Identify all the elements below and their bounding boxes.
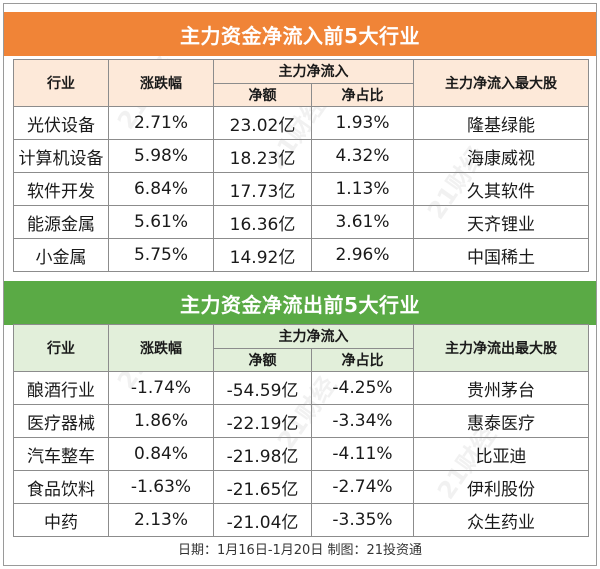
table-row: 食品饮料 -1.63% -21.65亿 -2.74% 伊利股份 (13, 470, 589, 504)
cell-top-stock: 众生药业 (413, 503, 589, 537)
cell-change: 0.84% (108, 437, 214, 471)
header-group: 主力净流入 (213, 324, 414, 349)
cell-top-stock: 海康威视 (413, 139, 589, 173)
table-row: 中药 2.13% -21.04亿 -3.35% 众生药业 (13, 503, 589, 537)
cell-industry: 光伏设备 (13, 106, 109, 140)
cell-change: -1.74% (108, 371, 214, 405)
table-row: 光伏设备 2.71% 23.02亿 1.93% 隆基绿能 (13, 106, 589, 140)
cell-change: 5.75% (108, 238, 214, 272)
cell-top-stock: 比亚迪 (413, 437, 589, 471)
header-top-stock: 主力净流出最大股 (413, 324, 589, 372)
infographic-frame: 21财经 21财经 21财经 21财经 21财经 21财经 主力资金净流入前5大… (3, 3, 597, 566)
cell-ratio: 4.32% (311, 139, 414, 173)
cell-industry: 计算机设备 (13, 139, 109, 173)
cell-change: 1.86% (108, 404, 214, 438)
cell-top-stock: 惠泰医疗 (413, 404, 589, 438)
header-row: 行业 涨跌幅 主力净流入 主力净流出最大股 (13, 324, 589, 372)
cell-ratio: 1.13% (311, 172, 414, 206)
header-top-stock: 主力净流入最大股 (413, 59, 589, 107)
table-row: 酿酒行业 -1.74% -54.59亿 -4.25% 贵州茅台 (13, 371, 589, 405)
cell-change: 6.84% (108, 172, 214, 206)
cell-change: 2.13% (108, 503, 214, 537)
cell-top-stock: 贵州茅台 (413, 371, 589, 405)
cell-amount: 17.73亿 (213, 172, 312, 206)
cell-industry: 小金属 (13, 238, 109, 272)
cell-top-stock: 中国稀土 (413, 238, 589, 272)
outflow-table: 行业 涨跌幅 主力净流入 主力净流出最大股 净额 净占比 酿酒行业 -1.74%… (13, 324, 589, 537)
table-row: 计算机设备 5.98% 18.23亿 4.32% 海康威视 (13, 139, 589, 173)
header-ratio: 净占比 (311, 82, 414, 107)
cell-ratio: -3.35% (311, 503, 414, 537)
cell-change: 5.98% (108, 139, 214, 173)
cell-amount: -21.65亿 (213, 470, 312, 504)
header-amount: 净额 (213, 347, 312, 372)
cell-amount: 23.02亿 (213, 106, 312, 140)
inflow-table: 行业 涨跌幅 主力净流入 主力净流入最大股 净额 净占比 光伏设备 2.71% … (13, 59, 589, 272)
cell-industry: 能源金属 (13, 205, 109, 239)
footer-note: 日期：1月16日-1月20日 制图：21投资通 (178, 542, 422, 558)
cell-ratio: 3.61% (311, 205, 414, 239)
cell-change: -1.63% (108, 470, 214, 504)
table-row: 小金属 5.75% 14.92亿 2.96% 中国稀土 (13, 238, 589, 272)
cell-industry: 软件开发 (13, 172, 109, 206)
cell-amount: -21.98亿 (213, 437, 312, 471)
header-change: 涨跌幅 (108, 59, 214, 107)
cell-change: 5.61% (108, 205, 214, 239)
cell-amount: -22.19亿 (213, 404, 312, 438)
cell-industry: 汽车整车 (13, 437, 109, 471)
cell-industry: 食品饮料 (13, 470, 109, 504)
cell-amount: -54.59亿 (213, 371, 312, 405)
cell-change: 2.71% (108, 106, 214, 140)
outflow-title: 主力资金净流出前5大行业 (4, 281, 596, 325)
cell-amount: 14.92亿 (213, 238, 312, 272)
table-row: 软件开发 6.84% 17.73亿 1.13% 久其软件 (13, 172, 589, 206)
cell-ratio: -4.25% (311, 371, 414, 405)
table-row: 医疗器械 1.86% -22.19亿 -3.34% 惠泰医疗 (13, 404, 589, 438)
cell-ratio: -2.74% (311, 470, 414, 504)
cell-industry: 中药 (13, 503, 109, 537)
cell-top-stock: 久其软件 (413, 172, 589, 206)
cell-industry: 酿酒行业 (13, 371, 109, 405)
cell-top-stock: 天齐锂业 (413, 205, 589, 239)
cell-amount: -21.04亿 (213, 503, 312, 537)
inflow-title: 主力资金净流入前5大行业 (4, 12, 596, 56)
header-row: 行业 涨跌幅 主力净流入 主力净流入最大股 (13, 59, 589, 107)
header-amount: 净额 (213, 82, 312, 107)
header-ratio: 净占比 (311, 347, 414, 372)
subheader-row: 净额 净占比 (14, 347, 589, 372)
header-group: 主力净流入 (213, 59, 414, 84)
cell-top-stock: 隆基绿能 (413, 106, 589, 140)
header-industry: 行业 (13, 324, 109, 372)
table-row: 汽车整车 0.84% -21.98亿 -4.11% 比亚迪 (13, 437, 589, 471)
cell-ratio: -4.11% (311, 437, 414, 471)
cell-ratio: 2.96% (311, 238, 414, 272)
table-row: 能源金属 5.61% 16.36亿 3.61% 天齐锂业 (13, 205, 589, 239)
cell-top-stock: 伊利股份 (413, 470, 589, 504)
cell-amount: 18.23亿 (213, 139, 312, 173)
cell-industry: 医疗器械 (13, 404, 109, 438)
cell-ratio: -3.34% (311, 404, 414, 438)
header-change: 涨跌幅 (108, 324, 214, 372)
cell-ratio: 1.93% (311, 106, 414, 140)
cell-amount: 16.36亿 (213, 205, 312, 239)
header-industry: 行业 (13, 59, 109, 107)
